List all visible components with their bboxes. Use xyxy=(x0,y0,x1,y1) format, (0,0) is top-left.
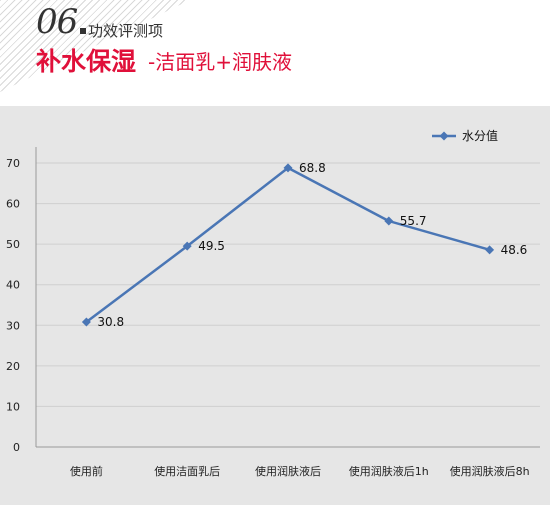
axes xyxy=(35,147,540,448)
data-point-marker xyxy=(283,163,293,173)
x-tick-label: 使用润肤液后8h xyxy=(450,464,530,478)
x-tick-label: 使用前 xyxy=(70,464,103,478)
section-number: 06 xyxy=(36,2,78,42)
data-point-marker xyxy=(182,241,192,251)
data-label: 68.8 xyxy=(299,161,326,175)
data-point-marker xyxy=(485,245,495,255)
y-tick-label: 70 xyxy=(6,157,20,170)
y-tick-label: 0 xyxy=(13,441,20,454)
legend-label: 水分值 xyxy=(462,128,498,143)
data-label: 30.8 xyxy=(97,315,124,329)
x-tick-labels: 使用前 使用洁面乳后 使用润肤液后 使用润肤液后1h 使用润肤液后8h xyxy=(70,464,530,478)
series-line xyxy=(85,166,490,324)
y-tick-label: 20 xyxy=(6,360,20,373)
number-dot xyxy=(80,28,86,34)
header: 06 功效评测项 补水保湿 -洁面乳+润肤液 xyxy=(0,0,550,100)
legend-marker xyxy=(439,131,449,141)
chart-panel: 0 10 20 30 40 50 60 70 使用前 使用洁面乳后 使用润肤液后 使用润肤液后1h 使… xyxy=(0,106,550,505)
section-subtitle: 功效评测项 xyxy=(88,22,164,40)
legend: 水分值 xyxy=(432,128,498,143)
data-point-marker xyxy=(81,317,91,327)
y-tick-label: 60 xyxy=(6,198,20,211)
y-tick-label: 10 xyxy=(6,400,20,413)
grid-lines xyxy=(36,162,540,407)
x-tick-label: 使用润肤液后1h xyxy=(349,464,429,478)
data-label: 49.5 xyxy=(198,239,225,253)
y-tick-label: 30 xyxy=(6,319,20,332)
data-label: 55.7 xyxy=(400,214,427,228)
data-point-marker xyxy=(384,216,394,226)
y-tick-labels: 0 10 20 30 40 50 60 70 xyxy=(6,157,20,454)
section-title-main: 补水保湿 xyxy=(36,47,137,76)
x-tick-label: 使用洁面乳后 xyxy=(154,465,220,478)
series-group: 30.8 49.5 68.8 55.7 48.6 xyxy=(81,161,528,329)
data-label: 48.6 xyxy=(501,243,528,257)
y-tick-label: 50 xyxy=(6,238,20,251)
y-tick-label: 40 xyxy=(6,279,20,292)
section-title-sub: -洁面乳+润肤液 xyxy=(148,50,292,74)
x-tick-label: 使用润肤液后 xyxy=(255,464,321,478)
